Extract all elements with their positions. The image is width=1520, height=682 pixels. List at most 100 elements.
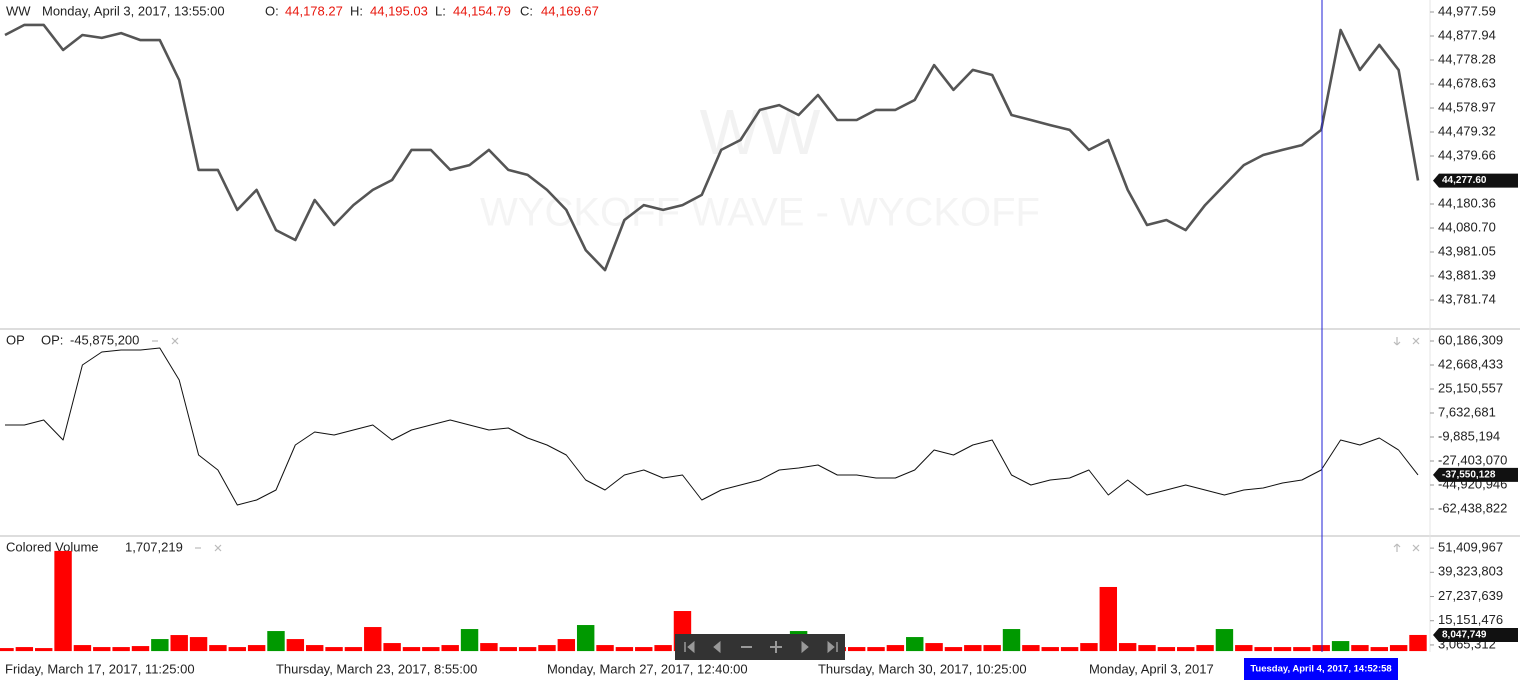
volume-bar bbox=[1351, 645, 1369, 652]
ohlc-key: H: bbox=[350, 3, 363, 18]
volume-bar bbox=[557, 639, 576, 652]
volume-bar bbox=[983, 645, 1001, 652]
y-tick-label: 44,479.32 bbox=[1438, 123, 1496, 138]
watermark: WYCKOFF WAVE - WYCKOFF bbox=[480, 191, 1040, 235]
volume-bar bbox=[209, 645, 227, 652]
last-value-box bbox=[1433, 467, 1518, 482]
y-tick-label: 39,323,803 bbox=[1438, 564, 1503, 579]
volume-bar bbox=[499, 647, 517, 652]
volume-bar bbox=[1196, 645, 1214, 652]
volume-bar bbox=[1118, 643, 1137, 652]
y-tick-label: 15,151,476 bbox=[1438, 612, 1503, 627]
panel-buttons[interactable] bbox=[195, 543, 1420, 552]
y-tick-label: 44,977.59 bbox=[1438, 3, 1496, 18]
volume-bar bbox=[35, 648, 53, 652]
volume-bar bbox=[1293, 647, 1311, 652]
indicator-name: Colored Volume bbox=[6, 539, 99, 554]
ohlc-value: 44,154.79 bbox=[453, 3, 511, 18]
volume-bar bbox=[151, 639, 169, 652]
crosshair-label: Tuesday, April 4, 2017, 14:52:58 bbox=[1250, 664, 1391, 675]
volume-bar bbox=[267, 631, 285, 652]
volume-bar bbox=[247, 645, 266, 652]
volume-bar bbox=[964, 645, 982, 652]
volume-bar bbox=[131, 646, 150, 652]
volume-bar bbox=[344, 647, 363, 652]
volume-bar bbox=[383, 643, 401, 652]
volume-bar bbox=[1060, 647, 1079, 652]
nav-background bbox=[675, 634, 845, 660]
price-line bbox=[4, 23, 1420, 272]
y-tick-label: 43,981.05 bbox=[1438, 243, 1496, 258]
ohlc-key: L: bbox=[435, 3, 446, 18]
volume-bar bbox=[886, 645, 905, 652]
x-tick-label: Friday, March 17, 2017, 11:25:00 bbox=[5, 661, 195, 676]
volume-bar bbox=[1389, 645, 1408, 652]
volume-bar bbox=[73, 645, 92, 652]
y-tick-label: 44,678.63 bbox=[1438, 75, 1496, 90]
y-tick-label: 44,379.66 bbox=[1438, 147, 1496, 162]
y-tick-label: 44,778.28 bbox=[1438, 51, 1496, 66]
volume-bar bbox=[480, 643, 498, 652]
volume-bar bbox=[1177, 647, 1195, 652]
last-value-box bbox=[1433, 173, 1518, 188]
y-tick-label: 43,781.74 bbox=[1438, 291, 1496, 306]
y-tick-label: 43,881.39 bbox=[1438, 267, 1496, 282]
y-tick-label: 44,578.97 bbox=[1438, 99, 1496, 114]
x-tick-label: Thursday, March 30, 2017, 10:25:00 bbox=[818, 661, 1027, 676]
volume-bar bbox=[112, 647, 130, 652]
volume-bar bbox=[54, 550, 72, 652]
volume-bar bbox=[925, 643, 943, 652]
volume-bar bbox=[1409, 634, 1427, 652]
volume-bar bbox=[1331, 641, 1350, 652]
volume-bar bbox=[944, 647, 963, 652]
y-tick-label: 44,080.70 bbox=[1438, 219, 1496, 234]
y-tick-label: -27,403,070 bbox=[1438, 452, 1507, 467]
timestamp: Monday, April 3, 2017, 13:55:00 bbox=[42, 3, 225, 18]
volume-bar bbox=[576, 625, 595, 652]
volume-bar bbox=[538, 645, 556, 652]
last-value-label: 8,047,749 bbox=[1442, 630, 1487, 641]
ohlc-key: C: bbox=[520, 3, 533, 18]
volume-bar bbox=[1273, 647, 1292, 652]
last-value-label: -37,550,128 bbox=[1442, 470, 1496, 481]
volume-bar bbox=[1235, 645, 1253, 652]
y-tick-label: -62,438,822 bbox=[1438, 500, 1507, 515]
volume-bar bbox=[286, 639, 305, 652]
y-tick-label: 42,668,433 bbox=[1438, 356, 1503, 371]
y-tick-label: 7,632,681 bbox=[1438, 404, 1496, 419]
y-tick-label: 60,186,309 bbox=[1438, 332, 1503, 347]
volume-bar bbox=[518, 647, 537, 652]
ohlc-key: O: bbox=[265, 3, 279, 18]
y-tick-label: -9,885,194 bbox=[1438, 428, 1500, 443]
ohlc-value: 44,195.03 bbox=[370, 3, 428, 18]
panel-buttons[interactable] bbox=[152, 337, 1420, 346]
nav-icons[interactable] bbox=[684, 640, 838, 654]
volume-bar bbox=[1099, 586, 1118, 652]
volume-bar bbox=[1157, 647, 1176, 652]
volume-bar bbox=[189, 637, 208, 652]
volume-bar bbox=[170, 635, 188, 652]
volume-bar bbox=[15, 647, 34, 652]
y-tick-label: 25,150,557 bbox=[1438, 380, 1503, 395]
volume-bar bbox=[402, 647, 421, 652]
price-line bbox=[5, 347, 1419, 506]
volume-bar bbox=[654, 645, 672, 652]
last-value-label: 44,277.60 bbox=[1442, 175, 1487, 186]
x-tick-label: Monday, April 3, 2017 bbox=[1089, 661, 1214, 676]
volume-bar bbox=[635, 647, 653, 652]
volume-bar bbox=[1215, 629, 1234, 652]
volume-bar bbox=[867, 647, 885, 652]
y-tick-label: 44,180.36 bbox=[1438, 195, 1496, 210]
volume-bar bbox=[0, 648, 14, 652]
volume-bar bbox=[364, 627, 382, 652]
indicator-value: 1,707,219 bbox=[125, 539, 183, 554]
volume-bar bbox=[1370, 647, 1388, 652]
y-tick-label: 44,877.94 bbox=[1438, 27, 1496, 42]
navigation-bar[interactable] bbox=[675, 634, 845, 660]
y-tick-label: 51,409,967 bbox=[1438, 540, 1503, 555]
volume-bar bbox=[228, 647, 246, 652]
x-tick-label: Monday, March 27, 2017, 12:40:00 bbox=[547, 661, 748, 676]
ohlc-value: 44,169.67 bbox=[541, 3, 599, 18]
